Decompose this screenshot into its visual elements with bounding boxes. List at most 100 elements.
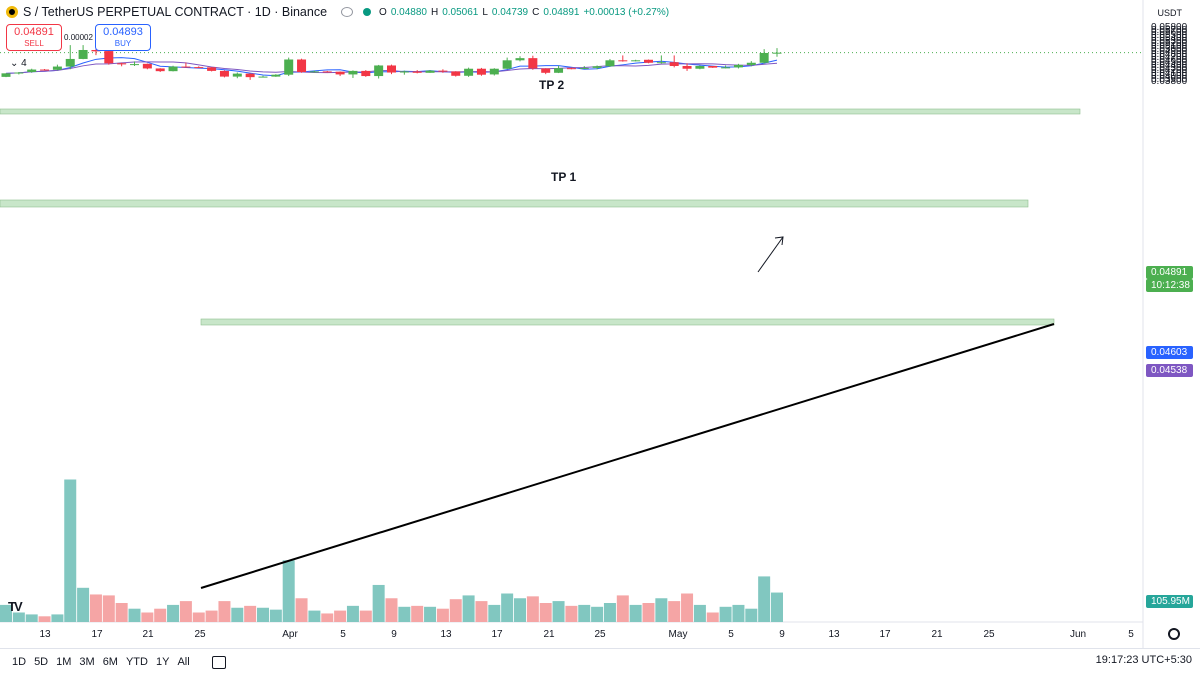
buy-button[interactable]: 0.04893 BUY bbox=[95, 24, 151, 51]
arrow-head bbox=[774, 236, 784, 246]
candle-body bbox=[554, 68, 564, 73]
time-tick-label: 25 bbox=[194, 629, 206, 640]
ma-fast-tag: 0.04603 bbox=[1146, 346, 1193, 359]
candle-body bbox=[682, 66, 692, 69]
candle-body bbox=[438, 70, 448, 72]
volume-bar bbox=[771, 592, 783, 622]
volume-bar bbox=[449, 599, 462, 622]
candle-body bbox=[142, 63, 152, 69]
gear-icon[interactable] bbox=[1168, 628, 1180, 640]
candle-body bbox=[592, 66, 602, 68]
volume-bar bbox=[244, 605, 257, 622]
volume-bar bbox=[141, 612, 154, 622]
range-1d[interactable]: 1D bbox=[12, 656, 27, 668]
volume-bar bbox=[424, 606, 437, 622]
calendar-icon[interactable] bbox=[211, 655, 226, 669]
time-tick-label: 5 bbox=[340, 629, 346, 640]
eye-icon[interactable] bbox=[341, 7, 354, 17]
volume-bar bbox=[758, 576, 771, 622]
symbol-title[interactable]: S / TetherUS PERPETUAL CONTRACT · 1D · B… bbox=[23, 5, 328, 19]
candle-body bbox=[746, 62, 756, 65]
volume-bar bbox=[385, 598, 398, 622]
volume-bar bbox=[192, 612, 205, 622]
range-all[interactable]: All bbox=[177, 656, 190, 668]
volume-bar bbox=[436, 608, 449, 622]
candle-body bbox=[502, 60, 512, 69]
candle-body bbox=[168, 66, 178, 72]
price-tick-label: 0.04200 bbox=[1151, 65, 1188, 77]
candle-body bbox=[656, 62, 666, 64]
candle-body bbox=[207, 67, 217, 71]
candle-body bbox=[91, 49, 101, 52]
price-tick-label: 0.05000 bbox=[1151, 43, 1188, 55]
indicators-toggle[interactable]: ⌄ 4 bbox=[10, 58, 27, 69]
range-3m[interactable]: 3M bbox=[79, 656, 95, 668]
time-tick-label: Jun bbox=[1069, 629, 1087, 640]
volume-bar bbox=[102, 595, 115, 622]
candle-body bbox=[695, 66, 705, 69]
time-tick-label: 21 bbox=[931, 629, 943, 640]
volume-bar bbox=[488, 604, 501, 622]
price-tick-label: 0.05500 bbox=[1151, 30, 1188, 42]
candle-body bbox=[361, 70, 371, 77]
candle-body bbox=[374, 65, 384, 77]
candle-body bbox=[309, 71, 319, 73]
volume-bar bbox=[231, 607, 244, 622]
volume-bar bbox=[681, 593, 694, 622]
market-status-icon bbox=[363, 8, 372, 16]
volume-bar bbox=[257, 607, 269, 622]
range-1m[interactable]: 1M bbox=[56, 656, 72, 668]
sell-button[interactable]: 0.04891 SELL bbox=[6, 24, 62, 51]
resistance-zone bbox=[200, 318, 1055, 326]
time-tick-label: 9 bbox=[779, 629, 785, 640]
volume-bar bbox=[218, 601, 231, 622]
clock[interactable]: 19:17:23 UTC+5:30 bbox=[1095, 654, 1192, 666]
candle-body bbox=[772, 52, 782, 54]
volume-bar bbox=[706, 612, 719, 622]
volume-bar bbox=[38, 616, 51, 622]
candle-body bbox=[489, 68, 499, 75]
range-1y[interactable]: 1Y bbox=[155, 656, 170, 668]
candle-body bbox=[219, 70, 229, 77]
time-tick-label: 17 bbox=[491, 629, 503, 640]
price-tick-label: 0.04600 bbox=[1151, 54, 1188, 66]
price-tick-label: 0.05400 bbox=[1151, 32, 1188, 44]
price-tick-label: 0.04400 bbox=[1151, 60, 1188, 71]
price-tick-label: 0.04800 bbox=[1151, 49, 1188, 61]
time-tick-label: 5 bbox=[1128, 629, 1134, 640]
range-ytd[interactable]: YTD bbox=[125, 656, 148, 668]
candle-body bbox=[605, 60, 615, 67]
volume-bar bbox=[514, 598, 526, 622]
ma-slow-tag: 0.04538 bbox=[1146, 364, 1193, 377]
volume-bar bbox=[616, 595, 629, 622]
ohlc-key: O bbox=[379, 6, 387, 18]
candle-body bbox=[425, 70, 435, 73]
candle-body bbox=[1, 73, 11, 77]
volume-bar bbox=[179, 601, 192, 622]
trendline bbox=[200, 323, 1055, 589]
tradingview-logo-icon[interactable]: TV bbox=[8, 599, 23, 614]
volume-bar bbox=[732, 604, 745, 622]
price-tick-label: 0.04300 bbox=[1151, 62, 1188, 74]
price-tick-label: 0.05300 bbox=[1151, 35, 1188, 47]
ohlc-key: C bbox=[532, 6, 540, 18]
volume-bar bbox=[12, 612, 25, 622]
drawings bbox=[200, 236, 1055, 589]
candle-body bbox=[721, 67, 731, 69]
range-5d[interactable]: 5D bbox=[34, 656, 49, 668]
candle-body bbox=[232, 73, 242, 77]
candle-body bbox=[194, 67, 204, 69]
candle-body bbox=[759, 52, 769, 63]
price-tick-label: 0.04700 bbox=[1151, 51, 1188, 63]
volume-bar bbox=[526, 596, 539, 622]
volume-bar bbox=[89, 594, 102, 622]
candle-body bbox=[335, 71, 345, 75]
range-6m[interactable]: 6M bbox=[102, 656, 118, 668]
volume-bar bbox=[655, 598, 668, 622]
candle-body bbox=[181, 66, 191, 68]
volume-bar bbox=[475, 601, 488, 622]
volume-bar bbox=[591, 606, 604, 622]
price-tick-label: 0.04100 bbox=[1151, 68, 1188, 80]
currency-selector[interactable]: USDT bbox=[1157, 8, 1183, 18]
